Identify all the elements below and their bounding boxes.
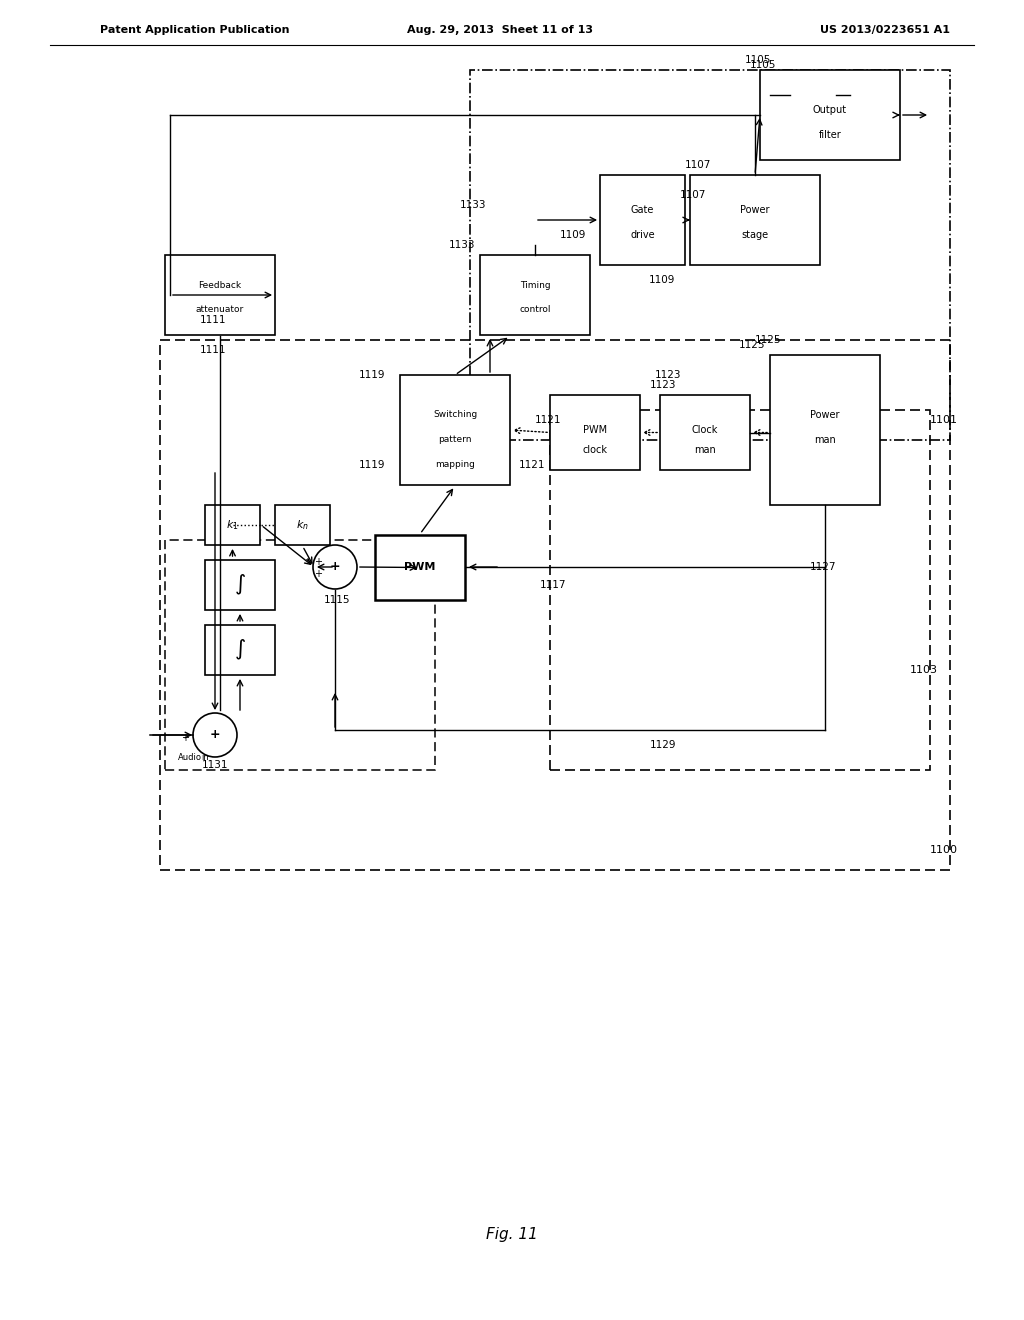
Text: Power: Power xyxy=(740,205,770,215)
Text: mapping: mapping xyxy=(435,461,475,470)
Text: Feedback: Feedback xyxy=(199,281,242,289)
Text: stage: stage xyxy=(741,230,769,240)
Text: 1131: 1131 xyxy=(202,760,228,770)
Text: 1119: 1119 xyxy=(358,459,385,470)
Text: 1109: 1109 xyxy=(560,230,587,240)
Text: 1133: 1133 xyxy=(449,240,475,249)
Text: +: + xyxy=(314,569,322,579)
Text: attenuator: attenuator xyxy=(196,305,244,314)
Text: 1101: 1101 xyxy=(930,414,958,425)
Text: 1123: 1123 xyxy=(655,370,682,380)
Text: $k_n$: $k_n$ xyxy=(296,519,309,532)
Text: 1121: 1121 xyxy=(518,459,545,470)
Text: control: control xyxy=(519,305,551,314)
Text: Gate: Gate xyxy=(631,205,654,215)
FancyBboxPatch shape xyxy=(660,395,750,470)
Text: 1121: 1121 xyxy=(535,414,561,425)
Text: Aug. 29, 2013  Sheet 11 of 13: Aug. 29, 2013 Sheet 11 of 13 xyxy=(407,25,593,36)
Text: +: + xyxy=(330,561,340,573)
FancyBboxPatch shape xyxy=(480,255,590,335)
Text: 1109: 1109 xyxy=(648,275,675,285)
FancyBboxPatch shape xyxy=(275,506,330,545)
Text: $k_1$: $k_1$ xyxy=(226,519,239,532)
Text: 1133: 1133 xyxy=(460,201,486,210)
Text: US 2013/0223651 A1: US 2013/0223651 A1 xyxy=(820,25,950,36)
Text: 1119: 1119 xyxy=(358,370,385,380)
Text: 1127: 1127 xyxy=(810,562,837,572)
Text: 1125: 1125 xyxy=(755,335,781,345)
FancyBboxPatch shape xyxy=(600,176,685,265)
Text: 1125: 1125 xyxy=(738,341,765,350)
Text: filter: filter xyxy=(818,129,842,140)
Text: PWM: PWM xyxy=(583,425,607,436)
Text: 1105: 1105 xyxy=(745,55,771,65)
Text: $\int$: $\int$ xyxy=(234,638,246,663)
Text: clock: clock xyxy=(583,445,607,455)
Text: 1111: 1111 xyxy=(200,345,226,355)
FancyBboxPatch shape xyxy=(760,70,900,160)
Text: drive: drive xyxy=(630,230,654,240)
Text: Output: Output xyxy=(813,106,847,115)
FancyBboxPatch shape xyxy=(770,355,880,506)
Text: Timing: Timing xyxy=(520,281,550,289)
Text: 1129: 1129 xyxy=(650,741,677,750)
FancyBboxPatch shape xyxy=(375,535,465,601)
Text: 1105: 1105 xyxy=(750,59,776,70)
FancyBboxPatch shape xyxy=(690,176,820,265)
FancyBboxPatch shape xyxy=(205,560,275,610)
Text: Patent Application Publication: Patent Application Publication xyxy=(100,25,290,36)
Text: 1117: 1117 xyxy=(540,579,566,590)
FancyBboxPatch shape xyxy=(550,395,640,470)
Circle shape xyxy=(193,713,237,756)
Text: +: + xyxy=(210,729,220,742)
Text: 1103: 1103 xyxy=(910,665,938,675)
FancyBboxPatch shape xyxy=(165,255,275,335)
Text: 1107: 1107 xyxy=(685,160,712,170)
Text: Fig. 11: Fig. 11 xyxy=(486,1228,538,1242)
Text: 1107: 1107 xyxy=(680,190,707,201)
Text: +: + xyxy=(314,557,322,568)
Circle shape xyxy=(313,545,357,589)
Text: 1100: 1100 xyxy=(930,845,958,855)
Text: PWM: PWM xyxy=(404,562,435,573)
Text: man: man xyxy=(814,436,836,445)
Text: $\int$: $\int$ xyxy=(234,573,246,597)
Text: pattern: pattern xyxy=(438,436,472,445)
Text: Power: Power xyxy=(810,411,840,420)
Text: Switching: Switching xyxy=(433,411,477,420)
Text: 1111: 1111 xyxy=(200,315,226,325)
Text: man: man xyxy=(694,445,716,455)
Text: Clock: Clock xyxy=(692,425,718,436)
Text: 1123: 1123 xyxy=(650,380,677,389)
Text: Audio: Audio xyxy=(178,754,202,763)
Text: +: + xyxy=(181,733,189,743)
FancyBboxPatch shape xyxy=(205,506,260,545)
FancyBboxPatch shape xyxy=(205,624,275,675)
Text: 1115: 1115 xyxy=(324,595,350,605)
FancyBboxPatch shape xyxy=(400,375,510,484)
Text: in: in xyxy=(201,754,209,763)
